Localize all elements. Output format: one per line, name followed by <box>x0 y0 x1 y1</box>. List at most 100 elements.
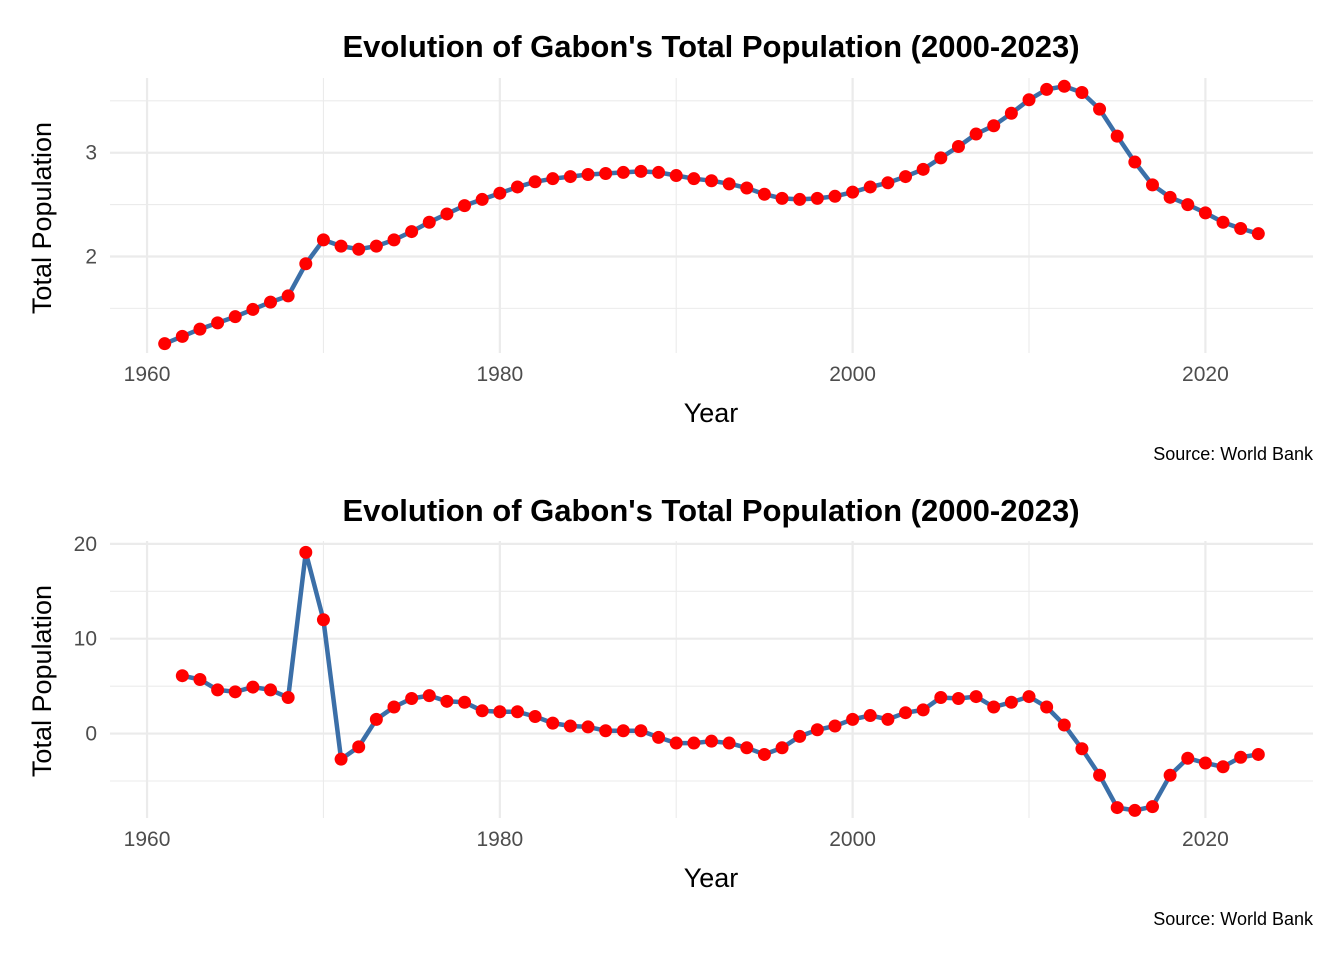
data-point <box>987 700 1001 714</box>
data-point <box>264 295 278 309</box>
data-point <box>299 545 313 559</box>
data-point <box>1234 221 1248 235</box>
x-tick-label: 1960 <box>124 363 171 386</box>
data-point <box>652 165 666 179</box>
data-point <box>916 703 930 717</box>
series-line <box>162 84 1261 346</box>
y-tick-label: 3 <box>85 142 97 165</box>
data-point <box>722 736 736 750</box>
data-point <box>775 191 789 205</box>
data-point <box>1145 178 1159 192</box>
data-point <box>334 239 348 253</box>
data-point <box>1163 768 1177 782</box>
panel-2-caption: Source: World Bank <box>1153 909 1314 929</box>
data-point <box>352 740 366 754</box>
x-tick-label: 2020 <box>1182 828 1229 851</box>
data-point <box>528 709 542 723</box>
data-point <box>846 185 860 199</box>
data-point <box>440 694 454 708</box>
data-point <box>1251 227 1265 241</box>
data-point <box>369 239 383 253</box>
data-point <box>1093 768 1107 782</box>
data-point <box>158 337 172 351</box>
data-point <box>1075 742 1089 756</box>
data-point <box>669 736 683 750</box>
data-point <box>616 724 630 738</box>
data-point <box>828 189 842 203</box>
data-point <box>175 329 189 343</box>
panel-1-x-tick-labels: 1960 1980 2000 2020 <box>124 363 1229 386</box>
panel-1-series <box>158 79 1265 351</box>
data-point <box>387 700 401 714</box>
data-point <box>846 712 860 726</box>
panel-2-x-axis-title: Year <box>684 863 739 893</box>
data-point <box>775 741 789 755</box>
data-point <box>705 734 718 748</box>
y-tick-label: 0 <box>85 723 97 746</box>
panel-2: Evolution of Gabon's Total Population (2… <box>27 493 1314 929</box>
data-point <box>316 613 330 627</box>
y-tick-label: 2 <box>85 245 97 268</box>
panel-2-x-tick-labels: 1960 1980 2000 2020 <box>124 828 1229 851</box>
data-point <box>299 257 313 271</box>
data-point <box>475 704 489 718</box>
y-tick-label: 20 <box>74 533 97 556</box>
data-point <box>246 302 260 316</box>
data-point <box>458 199 472 213</box>
data-point <box>951 691 965 705</box>
panel-1: Evolution of Gabon's Total Population (2… <box>27 29 1314 464</box>
x-tick-label: 2000 <box>829 363 876 386</box>
data-point <box>581 168 595 182</box>
data-point <box>193 673 207 686</box>
data-point <box>1040 82 1054 96</box>
data-point <box>810 723 824 737</box>
data-point <box>1004 106 1018 120</box>
data-point <box>1181 198 1195 212</box>
panel-1-x-axis-title: Year <box>684 398 739 428</box>
data-point <box>863 709 877 723</box>
data-point <box>899 170 913 184</box>
data-point <box>634 724 648 738</box>
data-point <box>510 705 524 719</box>
data-point <box>1251 747 1265 761</box>
data-point <box>810 191 824 205</box>
data-point <box>899 706 913 720</box>
data-point <box>1198 756 1212 770</box>
data-point <box>193 322 207 336</box>
data-point <box>1004 695 1018 709</box>
data-point <box>881 712 895 726</box>
data-point <box>705 174 718 188</box>
data-point <box>793 729 807 743</box>
data-point <box>440 207 454 221</box>
data-point <box>458 695 472 709</box>
panel-1-caption: Source: World Bank <box>1153 444 1314 464</box>
data-point <box>316 233 330 247</box>
panel-2-y-tick-labels: 0 10 20 <box>74 533 97 746</box>
data-point <box>1128 155 1142 169</box>
data-point <box>793 192 807 206</box>
panel-1-title: Evolution of Gabon's Total Population (2… <box>342 29 1079 64</box>
data-point <box>1057 718 1071 732</box>
data-point <box>387 233 401 247</box>
data-point <box>546 716 560 730</box>
data-point <box>951 139 965 153</box>
data-point <box>475 192 489 206</box>
data-point <box>969 127 983 141</box>
data-point <box>757 747 771 761</box>
data-point <box>211 316 225 330</box>
data-point <box>881 176 895 190</box>
data-point <box>228 310 242 324</box>
data-point <box>405 225 419 239</box>
data-point <box>1110 129 1124 143</box>
data-point <box>352 242 366 256</box>
data-point <box>1022 93 1036 107</box>
data-point <box>1145 800 1159 814</box>
data-point <box>934 151 948 165</box>
data-point <box>246 680 260 694</box>
data-point <box>1075 86 1089 100</box>
data-point <box>546 172 560 186</box>
data-point <box>740 181 754 195</box>
data-point <box>493 705 507 719</box>
panel-2-gridlines <box>110 541 1313 818</box>
data-point <box>757 187 771 201</box>
